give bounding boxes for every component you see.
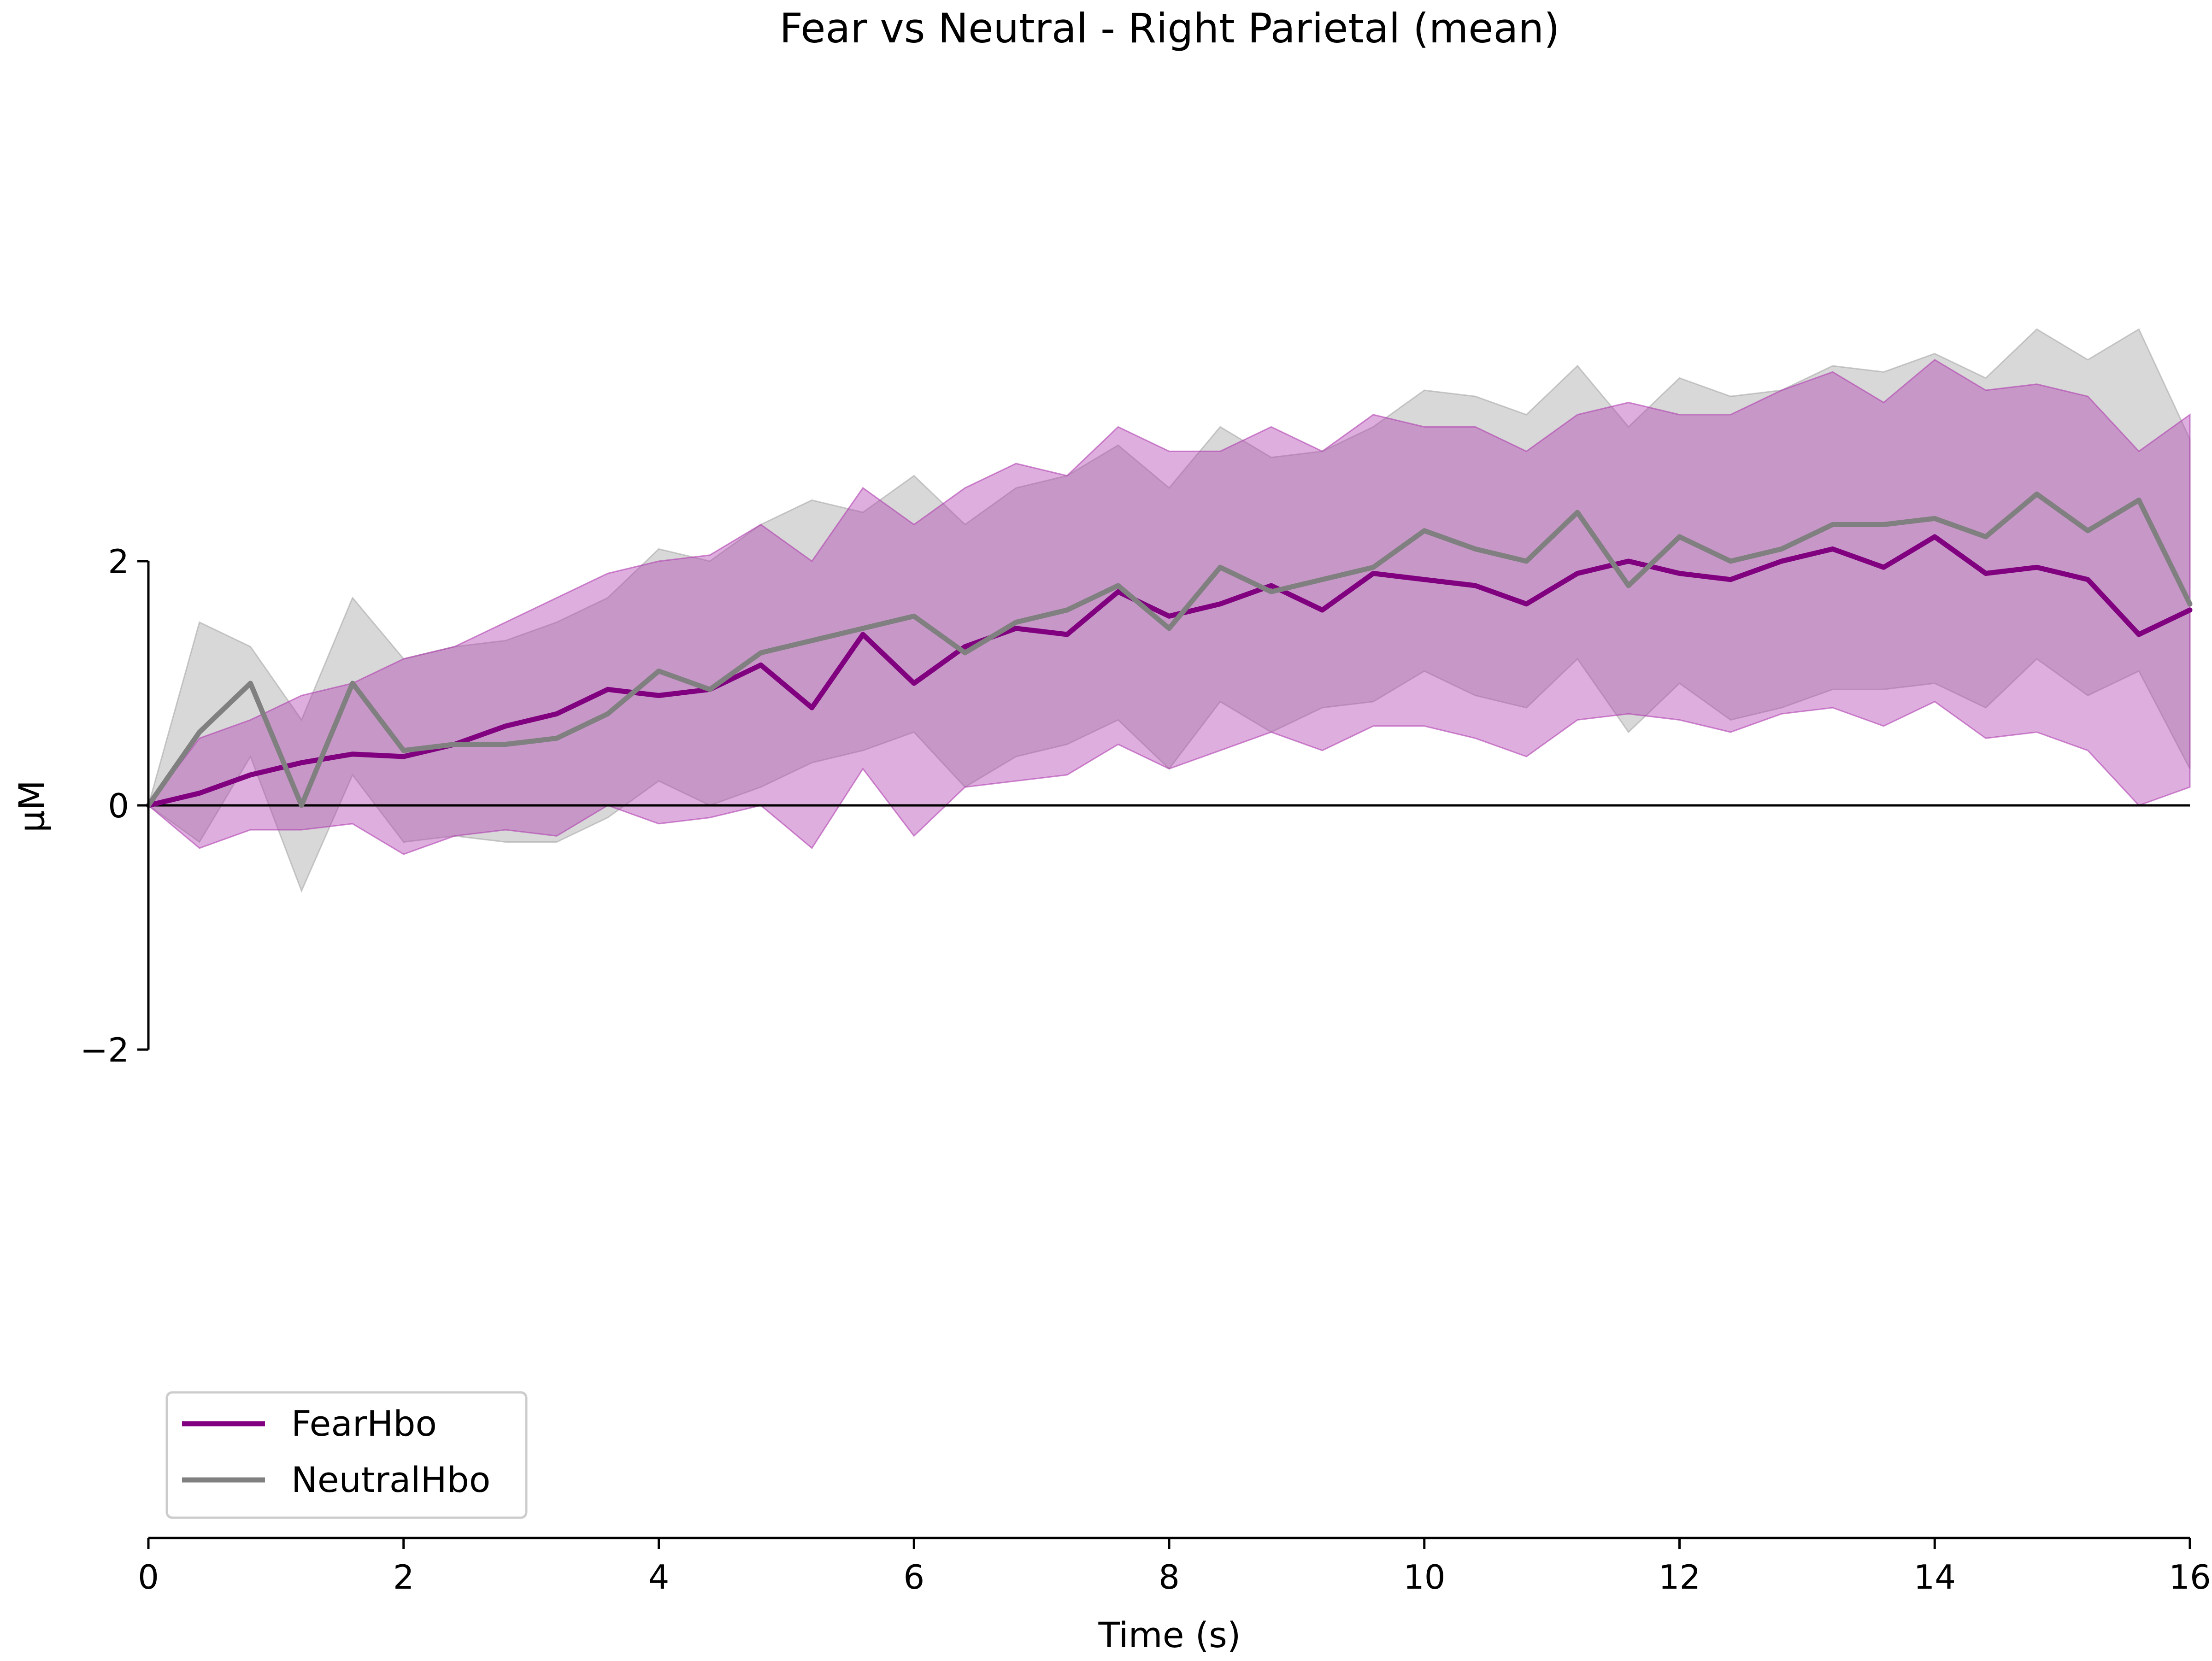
legend-label-fearhbo: FearHbo (291, 1403, 437, 1444)
axes: −2 0 2 0 2 4 6 8 10 12 14 16 (80, 542, 2211, 1596)
x-tick-label: 10 (1403, 1558, 1446, 1596)
chart-title: Fear vs Neutral - Right Parietal (mean) (779, 5, 1559, 52)
y-tick-label: 0 (108, 786, 129, 825)
y-tick-label: −2 (80, 1031, 129, 1069)
legend: FearHbo NeutralHbo (165, 1391, 528, 1519)
x-tick-label: 12 (1659, 1558, 1701, 1596)
series-lines (146, 491, 2193, 808)
x-tick-label: 0 (138, 1558, 159, 1596)
x-tick-label: 16 (2169, 1558, 2211, 1596)
x-axis-label: Time (s) (1098, 1614, 1241, 1655)
series-line-neutralhbo (146, 491, 2193, 808)
series-line-fearhbo (146, 534, 2193, 808)
x-tick-label: 4 (648, 1558, 670, 1596)
x-tick-label: 6 (903, 1558, 924, 1596)
x-tick-label: 14 (1913, 1558, 1956, 1596)
confidence-bands (147, 328, 2191, 893)
x-tick-label: 2 (393, 1558, 414, 1596)
y-tick-label: 2 (108, 542, 129, 581)
confidence-band-fearhbo (147, 358, 2191, 855)
y-axis-label: µM (11, 780, 52, 833)
legend-label-neutralhbo: NeutralHbo (291, 1459, 490, 1500)
x-tick-label: 8 (1159, 1558, 1180, 1596)
